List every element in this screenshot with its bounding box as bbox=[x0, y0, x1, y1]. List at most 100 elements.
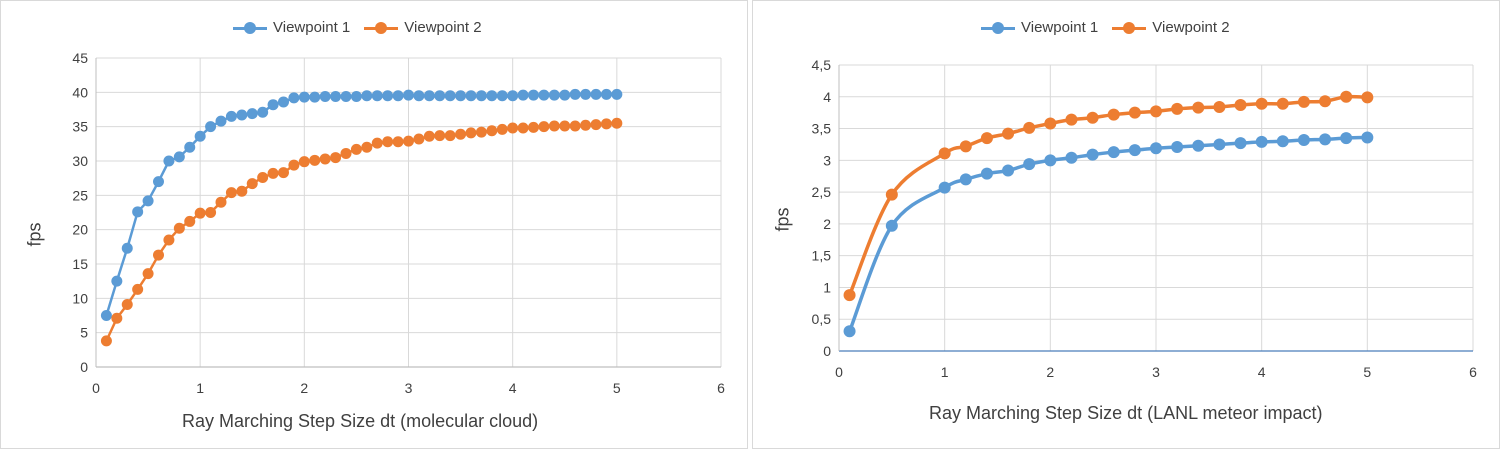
data-point-viewpoint-2 bbox=[611, 117, 623, 129]
data-point-viewpoint-1 bbox=[215, 115, 227, 127]
data-point-viewpoint-1 bbox=[559, 89, 571, 101]
legend-label: Viewpoint 2 bbox=[1152, 19, 1230, 36]
data-point-viewpoint-1 bbox=[278, 96, 289, 108]
x-tick-label: 2 bbox=[300, 380, 308, 396]
y-tick-label: 2,5 bbox=[812, 184, 832, 200]
data-point-viewpoint-1 bbox=[173, 151, 185, 163]
data-point-viewpoint-1 bbox=[1234, 137, 1247, 150]
y-tick-label: 1 bbox=[823, 279, 831, 295]
data-point-viewpoint-2 bbox=[121, 299, 133, 311]
data-point-viewpoint-1 bbox=[538, 89, 550, 101]
data-point-viewpoint-1 bbox=[194, 130, 206, 142]
y-axis-label: fps bbox=[772, 207, 793, 232]
data-point-viewpoint-2 bbox=[340, 147, 352, 159]
data-point-viewpoint-1 bbox=[938, 181, 951, 194]
data-point-viewpoint-2 bbox=[1192, 101, 1205, 114]
data-point-viewpoint-1 bbox=[1044, 154, 1057, 167]
x-tick-label: 6 bbox=[1469, 364, 1477, 380]
data-point-viewpoint-1 bbox=[569, 88, 581, 100]
data-point-viewpoint-1 bbox=[132, 206, 144, 218]
data-point-viewpoint-1 bbox=[1276, 135, 1289, 148]
data-point-viewpoint-1 bbox=[330, 90, 342, 102]
y-axis-label: fps bbox=[24, 222, 45, 247]
data-point-viewpoint-2 bbox=[486, 125, 498, 137]
y-tick-label: 20 bbox=[72, 222, 88, 238]
data-point-viewpoint-2 bbox=[507, 122, 519, 134]
data-point-viewpoint-1 bbox=[1361, 131, 1374, 144]
data-point-viewpoint-2 bbox=[1065, 113, 1078, 126]
data-point-viewpoint-2 bbox=[184, 215, 196, 227]
y-tick-label: 0 bbox=[80, 359, 88, 375]
data-point-viewpoint-1 bbox=[1192, 139, 1205, 152]
data-point-viewpoint-1 bbox=[1023, 158, 1036, 171]
chart-legend: Viewpoint 1 Viewpoint 2 bbox=[981, 19, 1244, 36]
data-point-viewpoint-2 bbox=[475, 126, 487, 138]
data-point-viewpoint-1 bbox=[236, 109, 248, 121]
data-point-viewpoint-1 bbox=[371, 90, 383, 102]
x-tick-label: 0 bbox=[92, 380, 100, 396]
chart-svg: 0 0,5 1 1,5 2 2,5 3 3,5 4 4,5 0 1 2 3 4 5 6 bbox=[812, 57, 1478, 380]
data-point-viewpoint-1 bbox=[1340, 132, 1353, 145]
legend-swatch bbox=[233, 21, 267, 35]
data-point-viewpoint-1 bbox=[517, 89, 529, 101]
legend-item-viewpoint-1: Viewpoint 1 bbox=[233, 19, 350, 36]
y-tick-label: 30 bbox=[72, 153, 88, 169]
data-point-viewpoint-1 bbox=[885, 219, 898, 232]
data-point-viewpoint-2 bbox=[1361, 91, 1374, 104]
legend-item-viewpoint-1: Viewpoint 1 bbox=[981, 19, 1098, 36]
data-point-viewpoint-1 bbox=[496, 90, 508, 102]
data-point-viewpoint-2 bbox=[330, 152, 342, 164]
data-point-viewpoint-2 bbox=[392, 136, 404, 148]
data-point-viewpoint-1 bbox=[507, 90, 519, 102]
x-tick-label: 3 bbox=[1152, 364, 1160, 380]
data-point-viewpoint-2 bbox=[1171, 102, 1184, 115]
data-point-viewpoint-2 bbox=[371, 137, 383, 149]
data-point-viewpoint-1 bbox=[298, 91, 310, 103]
data-point-viewpoint-1 bbox=[350, 90, 362, 102]
data-point-viewpoint-2 bbox=[1234, 99, 1247, 112]
data-point-viewpoint-2 bbox=[350, 143, 362, 155]
data-point-viewpoint-2 bbox=[194, 207, 206, 219]
legend-label: Viewpoint 1 bbox=[1021, 19, 1099, 36]
data-point-viewpoint-1 bbox=[475, 90, 487, 102]
data-point-viewpoint-1 bbox=[392, 90, 404, 102]
data-point-viewpoint-1 bbox=[590, 88, 602, 100]
chart-legend: Viewpoint 1 Viewpoint 2 bbox=[233, 19, 496, 36]
data-point-viewpoint-1 bbox=[1150, 142, 1162, 155]
data-point-viewpoint-2 bbox=[938, 147, 951, 160]
data-point-viewpoint-1 bbox=[184, 141, 196, 153]
data-point-viewpoint-2 bbox=[278, 167, 289, 179]
y-tick-label: 10 bbox=[72, 290, 88, 306]
data-point-viewpoint-1 bbox=[1107, 146, 1120, 159]
y-tick-label: 3,5 bbox=[812, 121, 832, 137]
data-point-viewpoint-1 bbox=[423, 90, 435, 102]
data-point-viewpoint-2 bbox=[1086, 111, 1099, 124]
data-point-viewpoint-2 bbox=[548, 120, 560, 132]
y-tick-label: 25 bbox=[72, 187, 88, 203]
x-tick-label: 1 bbox=[941, 364, 949, 380]
data-point-viewpoint-1 bbox=[413, 90, 425, 102]
data-point-viewpoint-1 bbox=[361, 90, 373, 102]
data-point-viewpoint-1 bbox=[100, 310, 112, 321]
data-point-viewpoint-2 bbox=[319, 153, 331, 165]
data-point-viewpoint-1 bbox=[1255, 135, 1268, 148]
data-point-viewpoint-1 bbox=[548, 89, 560, 101]
data-point-viewpoint-2 bbox=[1319, 95, 1332, 108]
data-point-viewpoint-2 bbox=[885, 188, 898, 201]
data-point-viewpoint-1 bbox=[382, 90, 394, 102]
data-point-viewpoint-1 bbox=[444, 90, 456, 102]
data-point-viewpoint-1 bbox=[246, 108, 258, 120]
data-point-viewpoint-1 bbox=[486, 90, 498, 102]
y-tick-label: 35 bbox=[72, 119, 88, 135]
data-point-viewpoint-2 bbox=[246, 178, 258, 190]
data-point-viewpoint-2 bbox=[980, 132, 993, 145]
data-point-viewpoint-2 bbox=[455, 128, 467, 140]
y-tick-label: 1,5 bbox=[812, 248, 832, 264]
data-point-viewpoint-2 bbox=[288, 159, 300, 171]
data-point-viewpoint-1 bbox=[1086, 148, 1099, 161]
data-point-viewpoint-2 bbox=[173, 222, 185, 234]
data-point-viewpoint-2 bbox=[1340, 90, 1353, 103]
legend-item-viewpoint-2: Viewpoint 2 bbox=[364, 19, 482, 36]
data-point-viewpoint-2 bbox=[132, 283, 144, 295]
